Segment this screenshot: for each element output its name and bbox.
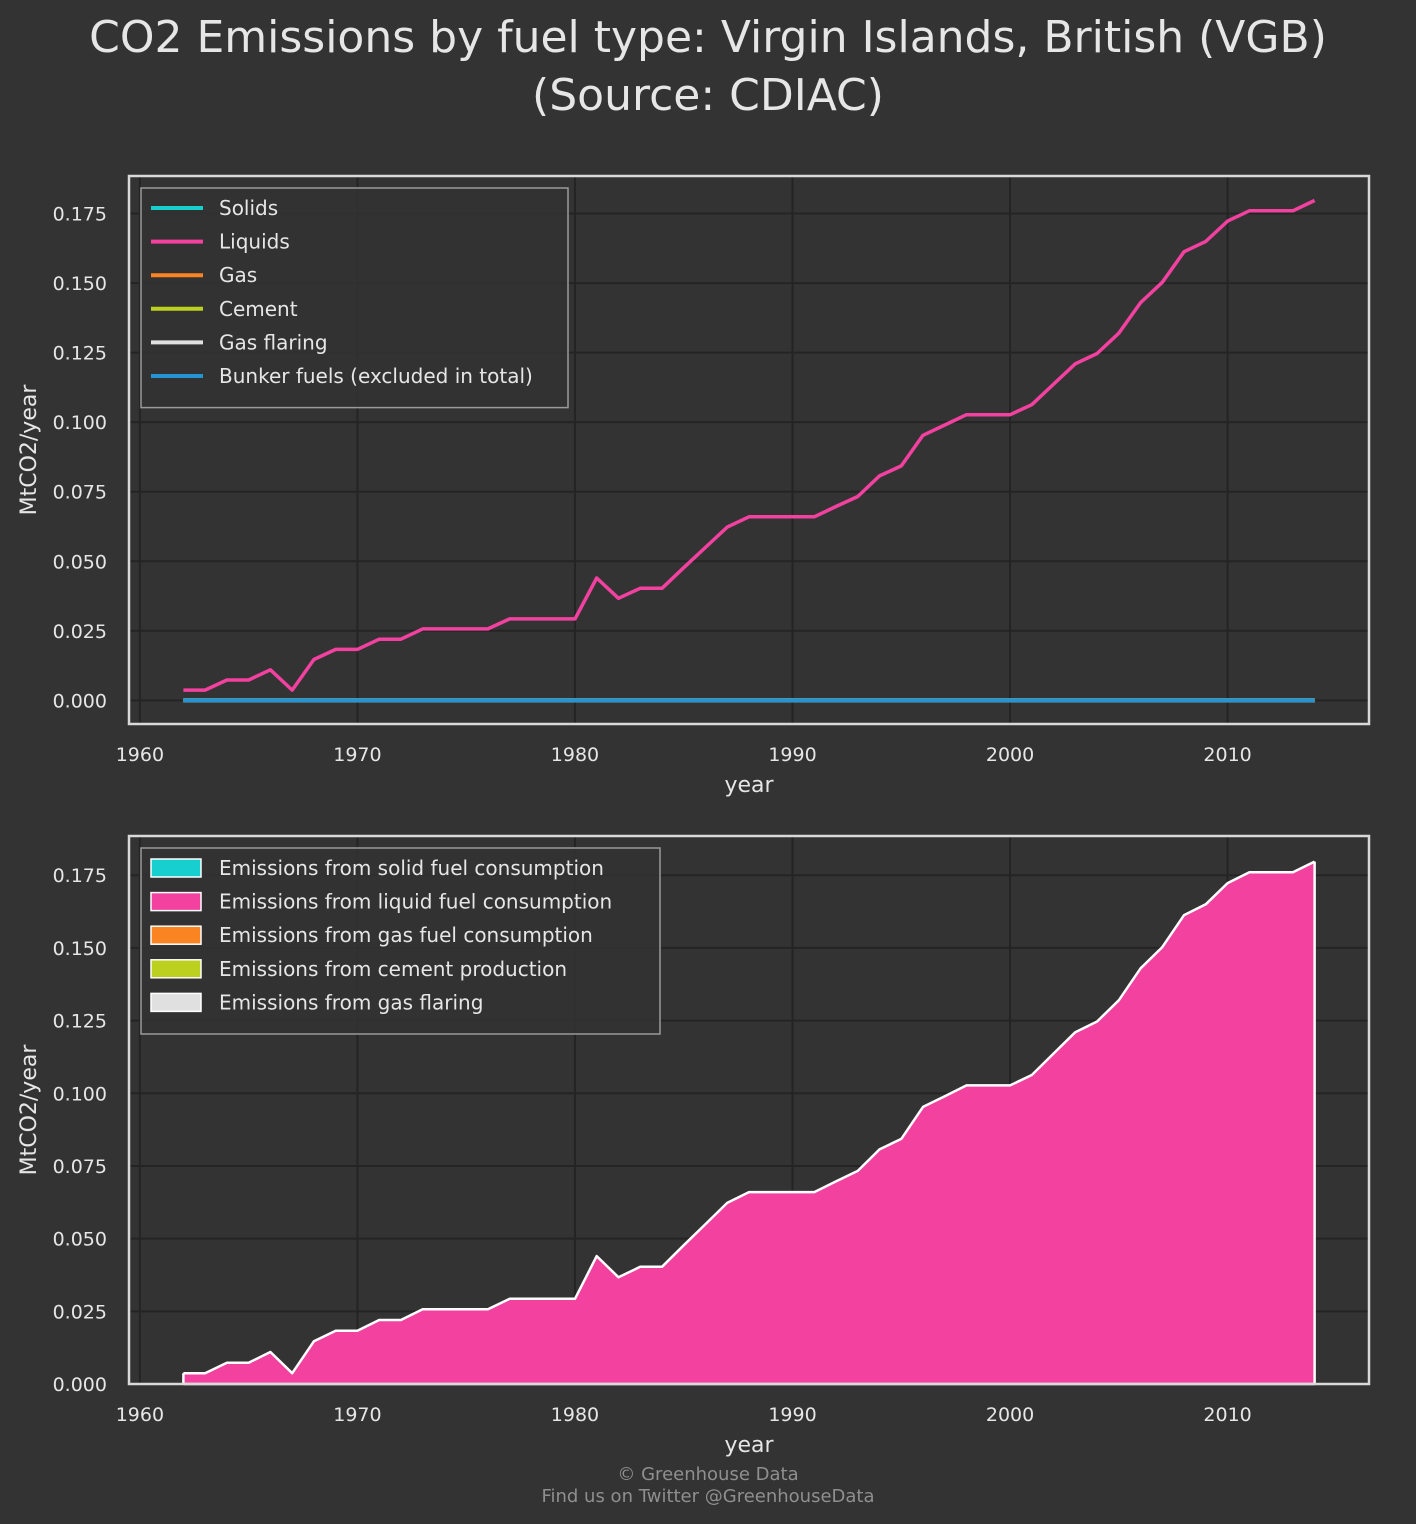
y-axis-label: MtCO2/year bbox=[17, 384, 42, 516]
x-axis-label: year bbox=[724, 773, 774, 798]
x-tick-label: 1960 bbox=[116, 1404, 164, 1426]
area-liquid-fuel bbox=[183, 861, 1315, 1384]
chart-title-line-1: CO2 Emissions by fuel type: Virgin Islan… bbox=[89, 12, 1327, 63]
y-tick-label: 0.000 bbox=[53, 1374, 107, 1396]
x-tick-label: 1990 bbox=[768, 1404, 816, 1426]
y-tick-label: 0.025 bbox=[53, 621, 107, 643]
legend-label: Gas flaring bbox=[219, 330, 328, 354]
chart-title-line-2: (Source: CDIAC) bbox=[532, 70, 884, 121]
y-tick-label: 0.100 bbox=[53, 1083, 107, 1105]
x-axis-label: year bbox=[724, 1433, 774, 1458]
axes-frame bbox=[127, 174, 1371, 726]
legend-label: Emissions from liquid fuel consumption bbox=[219, 890, 612, 914]
legend-swatch-liquids bbox=[150, 891, 202, 912]
footer-twitter: Find us on Twitter @GreenhouseData bbox=[541, 1486, 875, 1507]
x-tick-label: 1980 bbox=[551, 1404, 599, 1426]
x-tick-label: 1970 bbox=[333, 1404, 381, 1426]
y-axis-label: MtCO2/year bbox=[17, 1044, 42, 1176]
legend-label: Emissions from cement production bbox=[219, 957, 567, 981]
y-tick-label: 0.025 bbox=[53, 1301, 107, 1323]
legend-label: Gas bbox=[219, 263, 257, 287]
x-tick-label: 2000 bbox=[986, 744, 1034, 766]
axes-frame bbox=[127, 834, 1371, 1386]
y-tick-label: 0.175 bbox=[53, 865, 107, 887]
legend: Emissions from solid fuel consumption Emi… bbox=[140, 847, 661, 1035]
legend-frame bbox=[140, 187, 569, 409]
y-tick-label: 0.150 bbox=[53, 938, 107, 960]
y-tick-label: 0.000 bbox=[53, 690, 107, 712]
legend-frame bbox=[140, 847, 661, 1035]
legend-label: Bunker fuels (excluded in total) bbox=[219, 364, 533, 388]
x-tick-label: 1960 bbox=[116, 744, 164, 766]
x-tick-label: 2000 bbox=[986, 1404, 1034, 1426]
y-tick-label: 0.125 bbox=[53, 343, 107, 365]
x-tick-label: 1990 bbox=[768, 744, 816, 766]
legend: Solids Liquids Gas Cement Gas flaring Bunker … bbox=[140, 187, 569, 409]
legend-swatch-solids bbox=[150, 858, 202, 878]
x-tick-label: 2010 bbox=[1203, 744, 1251, 766]
y-tick-label: 0.100 bbox=[53, 412, 107, 434]
y-tick-label: 0.050 bbox=[53, 551, 107, 573]
y-tick-label: 0.150 bbox=[53, 273, 107, 295]
legend-swatch-gas_flaring bbox=[150, 992, 202, 1013]
y-tick-label: 0.050 bbox=[53, 1229, 107, 1251]
y-tick-label: 0.175 bbox=[53, 204, 107, 226]
legend-label: Cement bbox=[219, 297, 298, 321]
y-tick-label: 0.075 bbox=[53, 482, 107, 504]
legend-swatch-cement bbox=[150, 959, 202, 979]
x-tick-label: 2010 bbox=[1203, 1404, 1251, 1426]
series-line-liquids bbox=[183, 198, 1316, 692]
y-tick-label: 0.125 bbox=[53, 1011, 107, 1033]
x-tick-label: 1980 bbox=[551, 744, 599, 766]
area-top-outline bbox=[183, 860, 1316, 1375]
footer-credit: © Greenhouse Data bbox=[617, 1464, 799, 1485]
y-tick-label: 0.075 bbox=[53, 1156, 107, 1178]
x-tick-label: 1970 bbox=[333, 744, 381, 766]
legend-label: Emissions from gas fuel consumption bbox=[219, 923, 593, 947]
legend-label: Emissions from gas flaring bbox=[219, 990, 483, 1014]
legend-label: Emissions from solid fuel consumption bbox=[219, 856, 604, 880]
legend-label: Liquids bbox=[219, 230, 290, 254]
area-chart-panel: 1960 1970 1980 1990 2000 2010 0.000 0.025 0.050 0… bbox=[17, 834, 1371, 1458]
legend-label: Solids bbox=[219, 196, 278, 220]
line-chart-panel: 1960 1970 1980 1990 2000 2010 0.000 0.025 0.050 0… bbox=[17, 174, 1371, 798]
legend-swatch-gas bbox=[150, 925, 202, 945]
